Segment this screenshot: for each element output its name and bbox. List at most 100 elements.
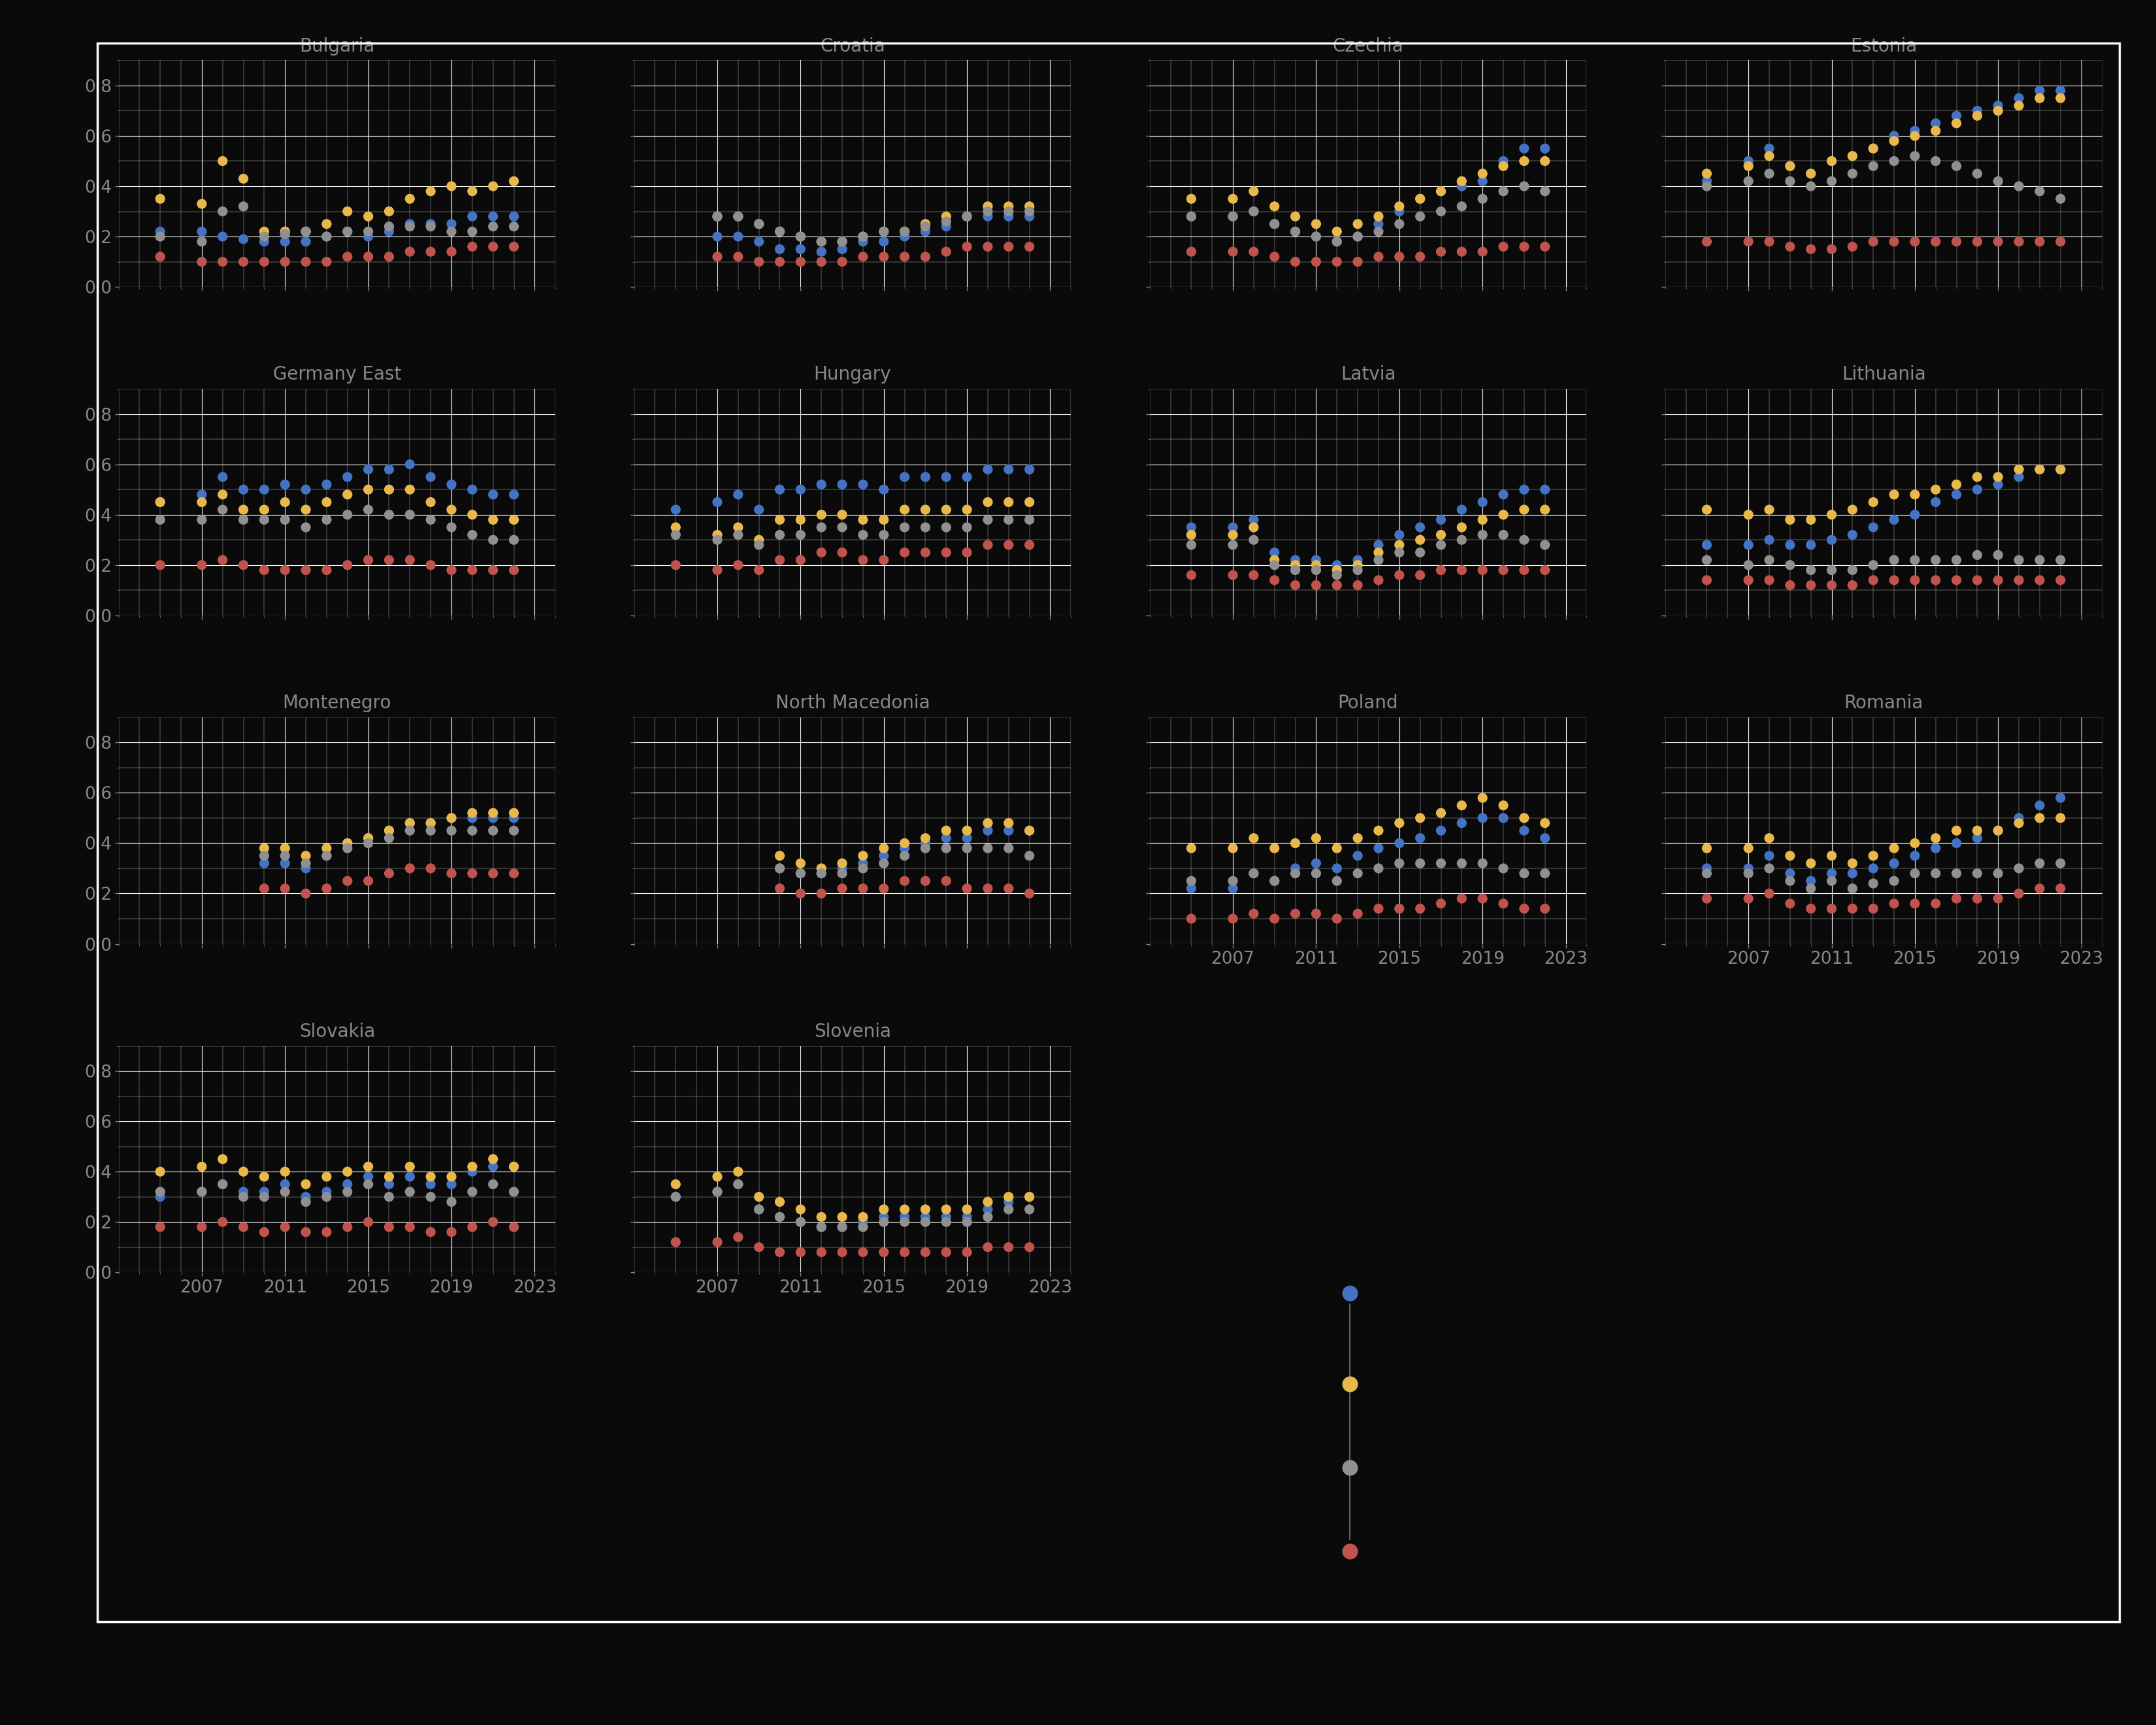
Point — [888, 462, 923, 490]
Point — [867, 521, 901, 549]
Point — [392, 212, 427, 240]
Point — [1938, 109, 1973, 136]
Point — [414, 809, 448, 837]
Point — [783, 505, 817, 533]
Point — [414, 488, 448, 516]
Point — [308, 1218, 343, 1245]
Point — [845, 1239, 880, 1266]
Point — [1960, 816, 1994, 844]
Point — [1445, 238, 1479, 266]
Point — [826, 1239, 860, 1266]
Point — [2001, 172, 2035, 200]
Point — [951, 875, 985, 902]
Point — [1360, 566, 1395, 593]
Point — [929, 825, 964, 852]
Point — [1794, 172, 1828, 200]
Point — [763, 235, 798, 262]
Point — [742, 495, 776, 523]
Point — [289, 476, 323, 504]
Point — [308, 210, 343, 238]
Point — [455, 217, 489, 245]
Point — [1360, 816, 1395, 844]
Point — [1175, 202, 1210, 229]
Point — [2022, 85, 2057, 112]
Point — [1011, 193, 1046, 221]
Point — [1404, 825, 1438, 852]
Point — [1981, 91, 2016, 119]
Point — [1815, 147, 1850, 174]
Point — [992, 198, 1026, 226]
Point — [970, 835, 1005, 862]
Point — [476, 1152, 511, 1180]
Point — [1341, 825, 1376, 852]
Point — [1981, 97, 2016, 124]
Point — [414, 238, 448, 266]
Point — [1445, 555, 1479, 583]
Point — [1466, 488, 1501, 516]
Point — [433, 210, 468, 238]
Point — [1919, 566, 1953, 593]
Point — [1445, 167, 1479, 195]
Point — [1897, 117, 1932, 145]
Point — [1360, 538, 1395, 566]
Point — [248, 1178, 282, 1206]
Point — [992, 816, 1026, 844]
Point — [1011, 1195, 1046, 1223]
Point — [308, 1163, 343, 1190]
Point — [1690, 167, 1725, 195]
Point — [455, 1213, 489, 1240]
Point — [414, 505, 448, 533]
Point — [476, 804, 511, 831]
Point — [392, 816, 427, 844]
Point — [1382, 538, 1416, 566]
Point — [1011, 455, 1046, 483]
Point — [2001, 228, 2035, 255]
Point — [804, 854, 839, 881]
Point — [1298, 223, 1332, 250]
Point — [763, 1189, 798, 1216]
Point — [1815, 555, 1850, 583]
Point — [455, 476, 489, 504]
Point — [392, 476, 427, 504]
Point — [2022, 875, 2057, 902]
Point — [205, 1171, 239, 1199]
Point — [1175, 875, 1210, 902]
Point — [1445, 526, 1479, 554]
Point — [720, 1157, 755, 1185]
Point — [1981, 885, 2016, 913]
Point — [1772, 152, 1807, 179]
Title: Germany East: Germany East — [274, 366, 401, 383]
Point — [1319, 228, 1354, 255]
Point — [1175, 561, 1210, 588]
Point — [1919, 109, 1953, 136]
Point — [496, 1152, 530, 1180]
Point — [1690, 172, 1725, 200]
Point — [1298, 825, 1332, 852]
Point — [1341, 552, 1376, 580]
Point — [826, 235, 860, 262]
Point — [1772, 233, 1807, 260]
Point — [992, 1189, 1026, 1216]
Point — [1235, 825, 1270, 852]
Point — [2022, 849, 2057, 876]
Point — [1175, 238, 1210, 266]
Point — [1897, 566, 1932, 593]
Point — [2044, 455, 2078, 483]
Point — [908, 514, 942, 542]
Point — [1815, 842, 1850, 869]
Point — [1731, 152, 1766, 179]
Point — [1485, 854, 1520, 881]
Point — [1466, 804, 1501, 831]
Point — [476, 1171, 511, 1199]
Title: Romania: Romania — [1843, 693, 1923, 712]
Point — [205, 481, 239, 509]
Point — [1960, 160, 1994, 188]
Point — [1878, 228, 1912, 255]
Point — [1919, 835, 1953, 862]
Point — [205, 1145, 239, 1173]
Point — [1815, 571, 1850, 599]
Point — [1445, 885, 1479, 913]
Point — [1382, 531, 1416, 559]
Point — [496, 804, 530, 831]
Point — [1485, 152, 1520, 179]
